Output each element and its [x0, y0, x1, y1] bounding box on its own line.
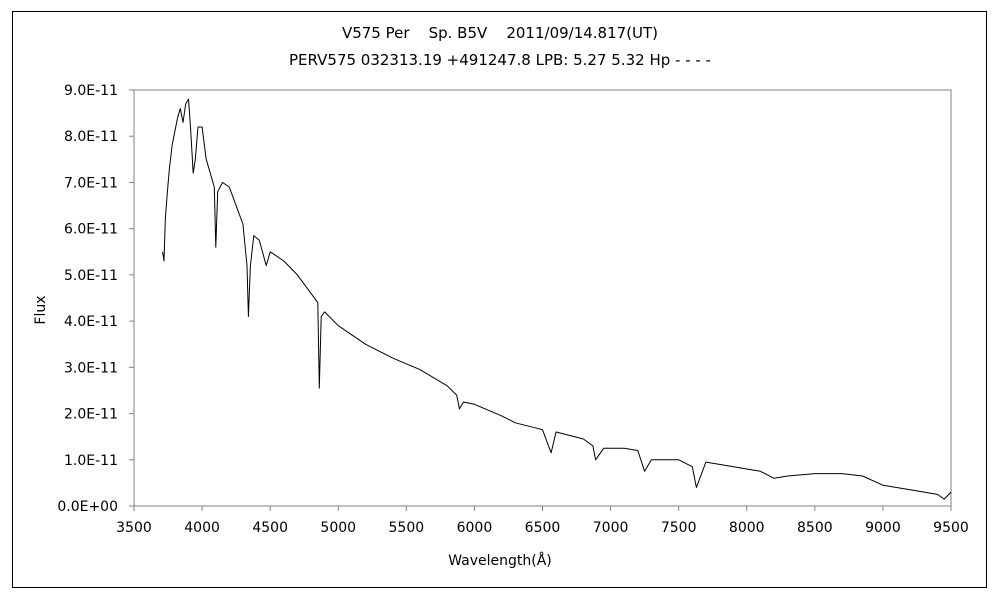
x-tick-label: 7000: [593, 520, 629, 536]
y-tick-label: 1.0E-11: [64, 453, 118, 469]
x-axis-label: Wavelength(Å): [448, 552, 552, 569]
y-tick-label: 3.0E-11: [64, 360, 118, 376]
x-tick-label: 8500: [797, 520, 833, 536]
y-tick-label: 0.0E+00: [57, 499, 118, 515]
x-tick-label: 4000: [184, 520, 220, 536]
x-tick-label: 3500: [116, 520, 152, 536]
y-tick-label: 4.0E-11: [64, 314, 118, 330]
x-tick-label: 5500: [389, 520, 425, 536]
x-tick-label: 6000: [457, 520, 493, 536]
plot-area: [133, 89, 952, 507]
x-tick-label: 5000: [320, 520, 356, 536]
x-tick-label: 4500: [252, 520, 288, 536]
y-tick-label: 7.0E-11: [64, 175, 118, 191]
y-tick-label: 2.0E-11: [64, 407, 118, 423]
spectrum-line: [162, 98, 952, 500]
x-tick-label: 9500: [933, 520, 969, 536]
y-tick-label: 9.0E-11: [64, 83, 118, 99]
chart-frame: [12, 11, 987, 588]
x-axis: 3500 4000 4500 5000 5500 6000 6500 7000 7500 8000…: [116, 506, 969, 536]
chart-subtitle: PERV575 032313.19 +491247.8 LPB: 5.27 5.…: [289, 51, 711, 69]
x-tick-label: 7500: [661, 520, 697, 536]
y-tick-label: 5.0E-11: [64, 268, 118, 284]
x-tick-label: 9000: [865, 520, 901, 536]
y-axis-label: Flux: [33, 295, 49, 324]
y-tick-label: 8.0E-11: [64, 129, 118, 145]
y-axis: 0.0E+00 1.0E-11 2.0E-11 3.0E-11 4.0E-11 5.0E-…: [57, 83, 134, 515]
y-tick-label: 6.0E-11: [64, 222, 118, 238]
chart-title: V575 Per Sp. B5V 2011/09/14.817(UT): [341, 24, 659, 42]
x-tick-label: 8000: [729, 520, 765, 536]
x-tick-label: 6500: [525, 520, 561, 536]
